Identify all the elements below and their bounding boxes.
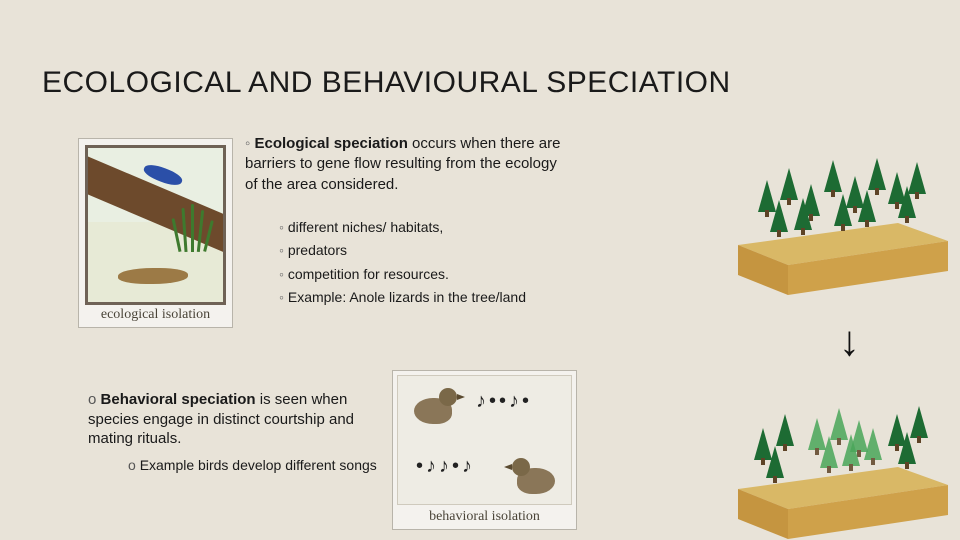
list-item: competition for resources.	[279, 263, 599, 285]
behavioral-intro: Behavioral speciation is seen when speci…	[88, 390, 378, 449]
behavioral-example: Example birds develop different songs	[140, 457, 377, 473]
soil-block-icon	[738, 223, 948, 295]
eco-caption: ecological isolation	[79, 307, 232, 323]
page-title: ECOLOGICAL AND BEHAVIOURAL SPECIATION	[42, 66, 731, 100]
eco-frame	[85, 145, 226, 305]
list-item: Example: Anole lizards in the tree/land	[279, 286, 599, 308]
ecological-lead: Ecological speciation	[255, 135, 408, 152]
behavioral-isolation-figure: ♪••♪• •♪♪•♪ behavioral isolation	[392, 370, 577, 530]
forest-before-figure	[738, 140, 948, 295]
beh-frame: ♪••♪• •♪♪•♪	[397, 375, 572, 505]
forest-after-figure	[738, 384, 948, 539]
behavioral-lead: Behavioral speciation	[101, 391, 256, 408]
ecological-list: different niches/ habitats, predators co…	[279, 216, 599, 310]
arrow-down-icon: ↓	[839, 320, 860, 362]
song-notes-icon: ♪••♪•	[476, 390, 532, 413]
bird-icon	[508, 454, 563, 494]
ecological-intro: Ecological speciation occurs when there …	[245, 134, 565, 195]
grass-icon	[173, 202, 218, 252]
bird-icon	[406, 384, 461, 424]
list-item: different niches/ habitats,	[279, 216, 599, 238]
behavioral-sublist: Example birds develop different songs	[128, 456, 378, 475]
list-item: predators	[279, 239, 599, 261]
brown-lizard-icon	[118, 268, 188, 284]
song-notes-icon: •♪♪•♪	[416, 455, 475, 478]
ecological-isolation-figure: ecological isolation	[78, 138, 233, 328]
beh-caption: behavioral isolation	[393, 509, 576, 525]
